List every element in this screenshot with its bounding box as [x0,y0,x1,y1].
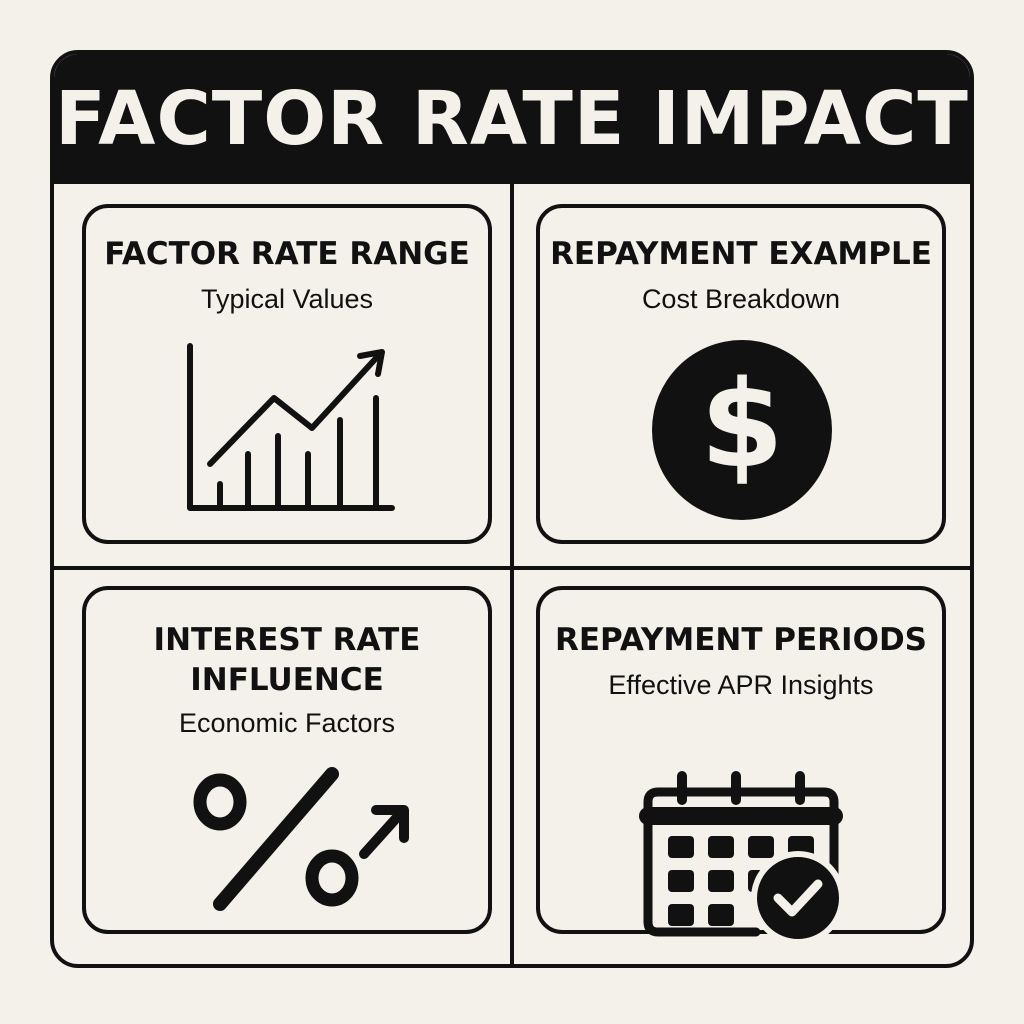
infographic-frame: FACTOR RATE IMPACT FACTOR RATE RANGE Typ… [50,50,974,968]
percent-arrow-up-icon [193,767,409,911]
bar-chart-trend-up-icon [187,343,395,511]
header-bar: FACTOR RATE IMPACT [54,54,970,184]
panel-title: FACTOR RATE RANGE [104,236,470,272]
infographic-title: FACTOR RATE IMPACT [55,76,969,162]
panel-repayment-example: REPAYMENT EXAMPLE Cost Breakdown $ [536,204,946,544]
panel-repayment-periods: REPAYMENT PERIODS Effective APR Insights [536,586,946,940]
calendar-check-icon [639,771,845,940]
panel-title-line-2: INFLUENCE [190,662,384,698]
panel-subtitle: Effective APR Insights [608,670,874,700]
panel-subtitle: Typical Values [200,284,374,314]
panel-title: REPAYMENT PERIODS [554,622,927,658]
panel-title: REPAYMENT EXAMPLE [550,236,932,272]
horizontal-divider [54,566,970,570]
svg-text:$: $ [700,356,784,495]
panel-factor-rate-range: FACTOR RATE RANGE Typical Values [82,204,492,544]
vertical-divider [510,184,514,964]
panel-title-line-1: INTEREST RATE [153,622,421,658]
panel-subtitle: Economic Factors [178,708,396,738]
panel-interest-rate-influence: INTEREST RATE INFLUENCE Economic Factors [82,586,492,934]
dollar-coin-icon: $ [652,340,832,520]
panel-subtitle: Cost Breakdown [641,284,841,314]
